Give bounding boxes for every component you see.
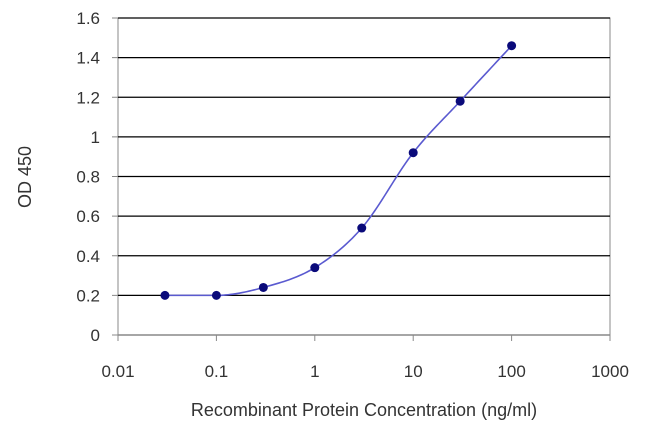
data-point xyxy=(455,96,465,106)
data-point xyxy=(507,41,517,51)
y-tick-label: 1.4 xyxy=(76,49,100,68)
data-point xyxy=(160,290,170,300)
y-tick-label: 0.2 xyxy=(76,286,100,305)
data-point xyxy=(408,148,418,158)
x-tick-label: 0.01 xyxy=(101,362,134,381)
y-tick-label: 1.6 xyxy=(76,9,100,28)
fitted-curve xyxy=(164,45,513,297)
grid-layer xyxy=(117,17,611,336)
data-point xyxy=(357,223,367,233)
y-axis-title: OD 450 xyxy=(15,146,35,208)
y-tick-label: 0.8 xyxy=(76,168,100,187)
x-tick-label: 100 xyxy=(497,362,525,381)
y-tick-label: 1.2 xyxy=(76,88,100,107)
y-tick-label: 0.6 xyxy=(76,207,100,226)
axis-layer: 0 0.2 0.4 0.6 0.8 1 1.2 1.4 1.6 0.01 0.1 1 10 100 1000 xyxy=(76,9,629,381)
x-tick-label: 1000 xyxy=(591,362,629,381)
y-tick-label: 0 xyxy=(91,326,100,345)
x-tick-label: 0.1 xyxy=(205,362,229,381)
curve-layer xyxy=(164,45,513,297)
x-tick-label: 1 xyxy=(310,362,319,381)
data-point xyxy=(211,290,221,300)
data-point xyxy=(258,282,268,292)
x-tick-label: 10 xyxy=(404,362,423,381)
points-layer xyxy=(160,41,517,300)
data-point xyxy=(310,263,320,273)
y-tick-label: 0.4 xyxy=(76,247,100,266)
y-tick-label: 1 xyxy=(91,128,100,147)
x-axis-title: Recombinant Protein Concentration (ng/ml… xyxy=(191,400,537,420)
